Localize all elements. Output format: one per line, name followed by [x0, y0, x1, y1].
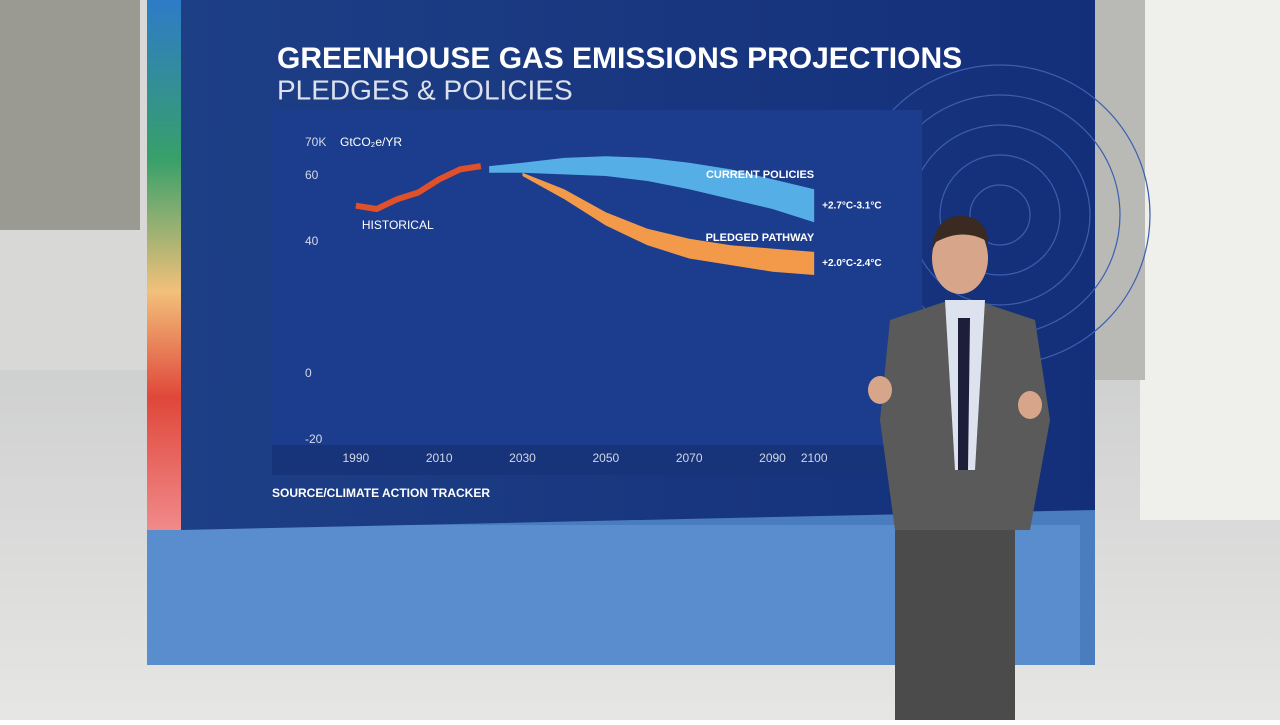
column	[1140, 0, 1280, 520]
right-hand	[1018, 391, 1042, 419]
range-band	[489, 156, 815, 223]
x-tick-label: 2090	[759, 451, 786, 465]
y-tick-label: 0	[305, 366, 312, 380]
hair	[932, 215, 989, 250]
stairs	[1095, 0, 1145, 380]
x-tick-label: 2100	[801, 451, 828, 465]
y-tick-label: 40	[305, 234, 319, 248]
source: SOURCE/CLIMATE ACTION TRACKER	[272, 486, 490, 500]
x-tick-label: 2010	[426, 451, 453, 465]
x-tick-label: 2050	[592, 451, 619, 465]
range-band	[522, 172, 815, 275]
head	[932, 222, 988, 294]
trousers	[895, 520, 1015, 720]
tie	[958, 318, 970, 470]
x-tick-label: 1990	[342, 451, 369, 465]
x-tick-label: 2030	[509, 451, 536, 465]
line	[355, 163, 482, 212]
left-hand	[868, 376, 892, 404]
y-tick-label: -20	[305, 432, 323, 446]
y-tick-label: 60	[305, 168, 319, 182]
plot: 70K 60 40 0 -20 1990 2010 2030 2050 2070 2090 2100 H…	[305, 135, 882, 465]
series-label: PLEDGED PATHWAY	[706, 232, 815, 244]
x-axis-band	[272, 445, 922, 475]
x-tick-label: 2070	[676, 451, 703, 465]
color-strip	[147, 0, 181, 530]
series-label: CURRENT POLICIES	[706, 169, 814, 181]
y-tick-label: 70K	[305, 135, 326, 149]
chart-title: GREENHOUSE GAS EMISSIONS PROJECTIONS	[277, 42, 962, 75]
window	[0, 0, 140, 230]
y-axis-label: GtCO₂e/YR	[340, 135, 402, 149]
chart-subtitle: PLEDGES & POLICIES	[277, 74, 573, 105]
end-label: +2.7°C-3.1°C	[822, 200, 881, 211]
presenter	[868, 215, 1050, 720]
end-label: +2.0°C-2.4°C	[822, 258, 881, 269]
series-label: HISTORICAL	[362, 218, 434, 232]
